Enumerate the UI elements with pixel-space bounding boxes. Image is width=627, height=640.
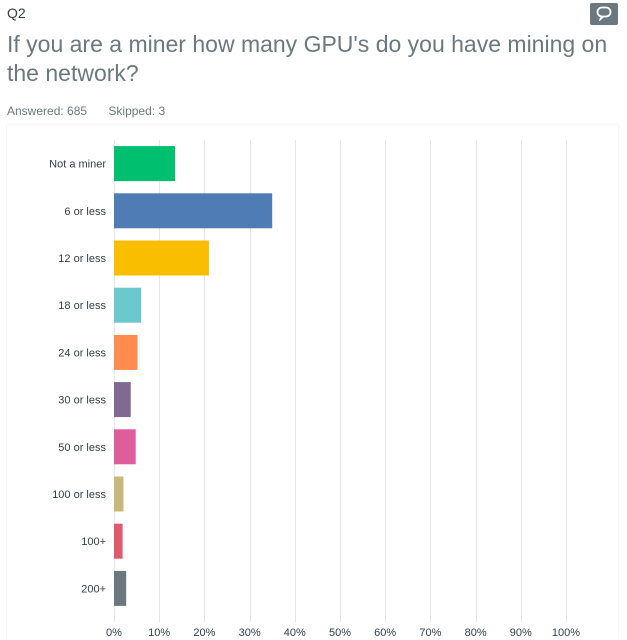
comment-icon	[596, 6, 612, 21]
x-tick-label: 90%	[510, 627, 532, 639]
bar	[114, 287, 142, 323]
category-label: 100+	[81, 536, 106, 548]
x-tick-label: 30%	[239, 627, 261, 639]
x-tick-label: 50%	[329, 627, 351, 639]
bar	[114, 523, 123, 559]
bar	[114, 146, 176, 182]
category-label: 18 or less	[58, 300, 106, 312]
category-label: 6 or less	[64, 206, 106, 218]
x-tick-label: 0%	[106, 627, 122, 639]
bar	[114, 382, 131, 418]
category-label: 30 or less	[58, 395, 106, 407]
skipped-count: Skipped: 3	[108, 104, 166, 118]
bar-chart: Not a miner 6 or less 12 or less 18 or less…	[49, 140, 580, 639]
chart-container: Not a miner 6 or less 12 or less 18 or less…	[7, 125, 618, 640]
x-tick-label: 20%	[193, 627, 215, 639]
bar	[114, 193, 273, 229]
category-label: 12 or less	[58, 253, 106, 265]
x-tick-label: 70%	[419, 627, 441, 639]
bar	[114, 570, 127, 606]
answered-count: Answered: 685	[7, 104, 88, 118]
question-title: If you are a miner how many GPU's do you…	[7, 31, 608, 86]
category-label: Not a miner	[49, 159, 106, 171]
bar	[114, 240, 209, 276]
x-tick-label: 10%	[148, 627, 170, 639]
category-label: 200+	[81, 583, 106, 595]
x-tick-label: 100%	[552, 627, 580, 639]
category-label: 100 or less	[52, 489, 106, 501]
bar	[114, 476, 124, 512]
response-stats: Answered: 685 Skipped: 3	[7, 104, 183, 118]
x-tick-label: 60%	[374, 627, 396, 639]
bar	[114, 334, 138, 370]
x-tick-label: 80%	[465, 627, 487, 639]
bar	[114, 429, 136, 465]
question-number: Q2	[7, 5, 26, 21]
category-label: 24 or less	[58, 347, 106, 359]
comment-button[interactable]	[590, 3, 618, 25]
x-tick-label: 40%	[284, 627, 306, 639]
category-label: 50 or less	[58, 442, 106, 454]
